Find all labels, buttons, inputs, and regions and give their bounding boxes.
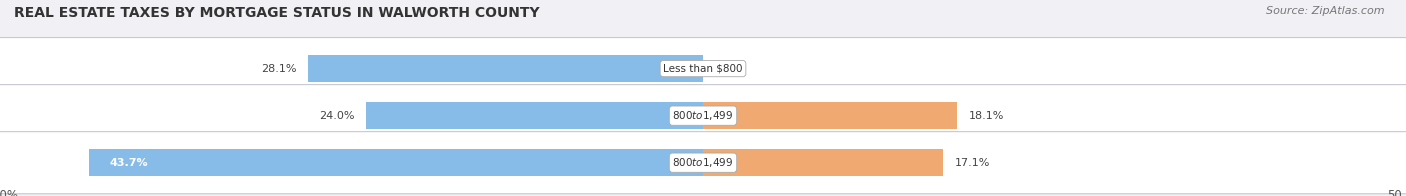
Bar: [366, 102, 703, 129]
Text: REAL ESTATE TAXES BY MORTGAGE STATUS IN WALWORTH COUNTY: REAL ESTATE TAXES BY MORTGAGE STATUS IN …: [14, 6, 540, 20]
Bar: [89, 149, 703, 176]
Text: Less than $800: Less than $800: [664, 64, 742, 74]
Text: 17.1%: 17.1%: [955, 158, 990, 168]
FancyBboxPatch shape: [0, 85, 1406, 147]
Bar: [308, 55, 703, 82]
Text: 43.7%: 43.7%: [110, 158, 148, 168]
Text: $800 to $1,499: $800 to $1,499: [672, 109, 734, 122]
Text: 18.1%: 18.1%: [969, 111, 1004, 121]
Text: 24.0%: 24.0%: [319, 111, 354, 121]
Bar: [703, 102, 957, 129]
Bar: [703, 149, 943, 176]
Text: 28.1%: 28.1%: [262, 64, 297, 74]
Text: Source: ZipAtlas.com: Source: ZipAtlas.com: [1267, 6, 1385, 16]
FancyBboxPatch shape: [0, 132, 1406, 194]
FancyBboxPatch shape: [0, 38, 1406, 100]
Text: $800 to $1,499: $800 to $1,499: [672, 156, 734, 169]
Text: 0.0%: 0.0%: [714, 64, 742, 74]
